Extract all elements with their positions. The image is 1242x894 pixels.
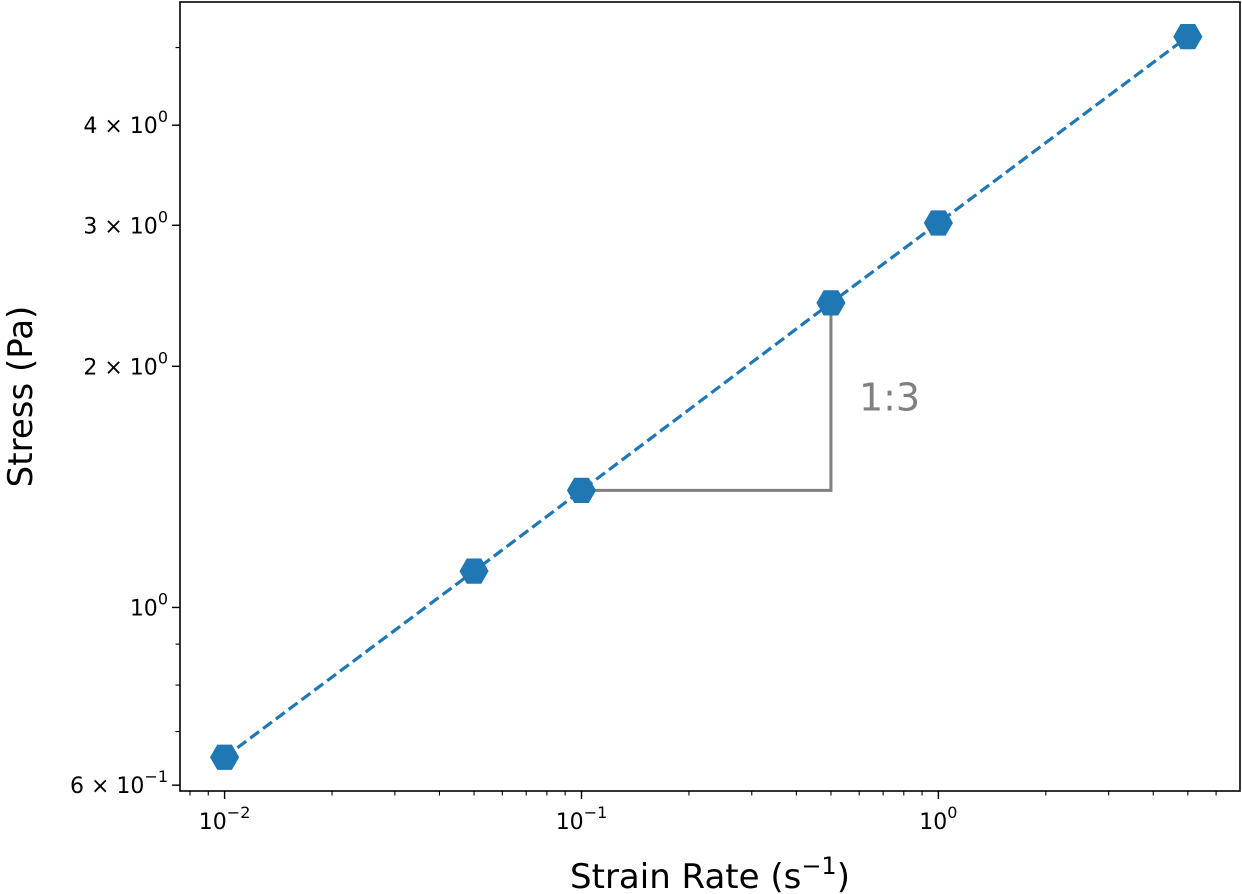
- y-tick-label: 100: [130, 589, 168, 621]
- data-point-marker: [459, 558, 489, 584]
- y-tick-label: 2 × 100: [83, 348, 168, 380]
- axis-labels: Strain Rate (s−1) Stress (Pa): [1, 306, 850, 894]
- data-point-marker: [1173, 24, 1203, 50]
- x-tick-label: 10−1: [556, 803, 608, 835]
- slope-triangle: [581, 302, 833, 492]
- y-tick-label: 6 × 10−1: [70, 767, 168, 799]
- series-line: [223, 35, 1189, 759]
- plot-area: [179, 1, 1241, 792]
- major-ticks: [172, 124, 940, 799]
- x-axis-label: Strain Rate (s−1): [570, 852, 850, 894]
- data-point-marker: [816, 290, 846, 316]
- data-point-marker: [923, 210, 953, 236]
- data-point-marker: [566, 477, 597, 504]
- data-series: [210, 24, 1203, 770]
- x-tick-label: 10−2: [199, 803, 251, 835]
- x-tick-label: 100: [919, 803, 957, 835]
- tick-labels: 10−2 10−1 100 6 × 10−1 100 2 × 100 3 × 100 4 × …: [70, 107, 957, 835]
- slope-annotation: 1:3: [581, 302, 920, 492]
- y-tick-label: 4 × 100: [83, 107, 168, 139]
- y-axis-label: Stress (Pa): [1, 306, 41, 488]
- slope-label: 1:3: [859, 376, 920, 420]
- data-point-marker: [210, 744, 240, 770]
- y-tick-label: 3 × 100: [83, 207, 168, 239]
- minor-ticks: [175, 47, 1217, 796]
